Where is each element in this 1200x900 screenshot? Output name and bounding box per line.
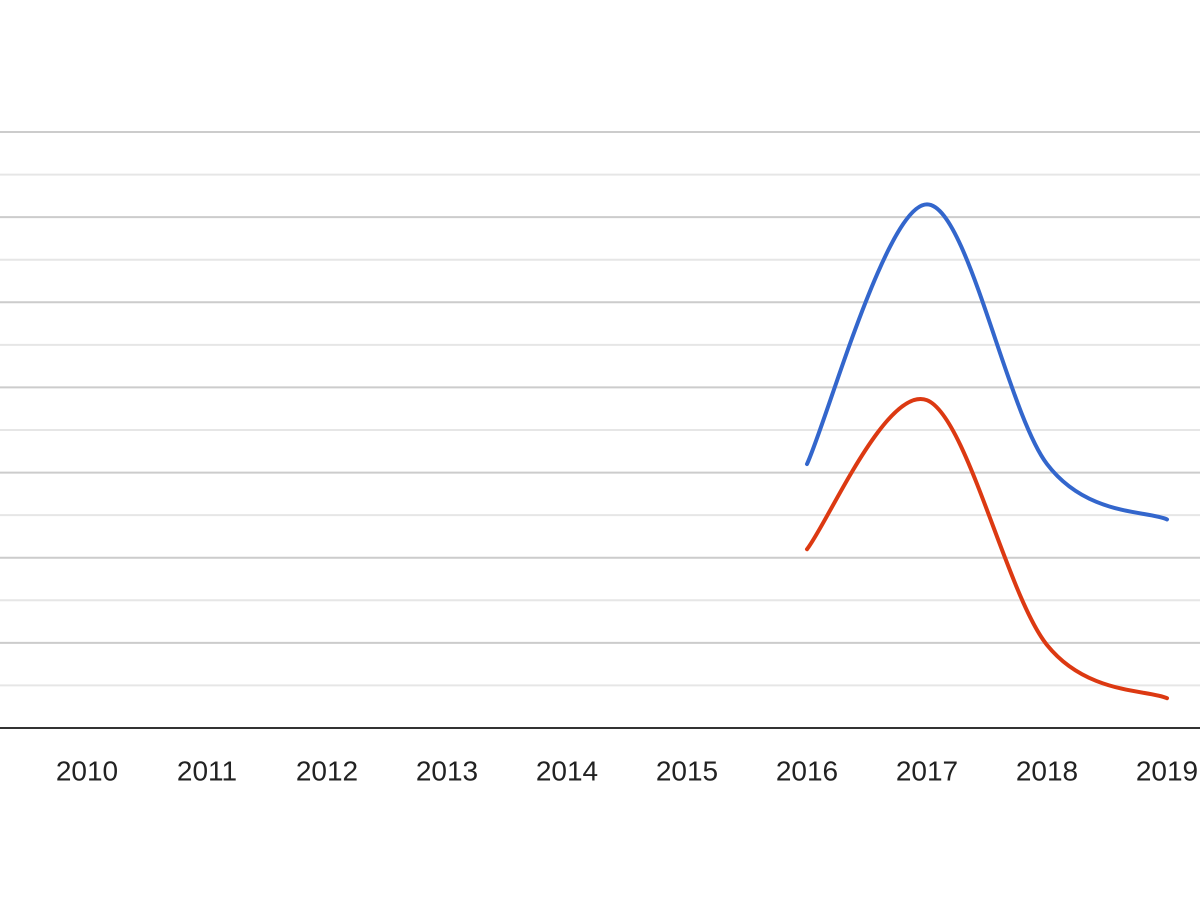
x-tick-label: 2019 [1136,755,1198,786]
x-tick-label: 2014 [536,755,598,786]
line-series [805,202,1169,522]
x-tick-label: 2017 [896,755,958,786]
x-tick-label: 2013 [416,755,478,786]
x-tick-label: 2012 [296,755,358,786]
line-series [805,396,1169,701]
x-tick-label: 2018 [1016,755,1078,786]
x-tick-label: 2016 [776,755,838,786]
x-tick-label: 2010 [56,755,118,786]
x-tick-label: 2015 [656,755,718,786]
x-tick-label: 2011 [177,755,237,786]
